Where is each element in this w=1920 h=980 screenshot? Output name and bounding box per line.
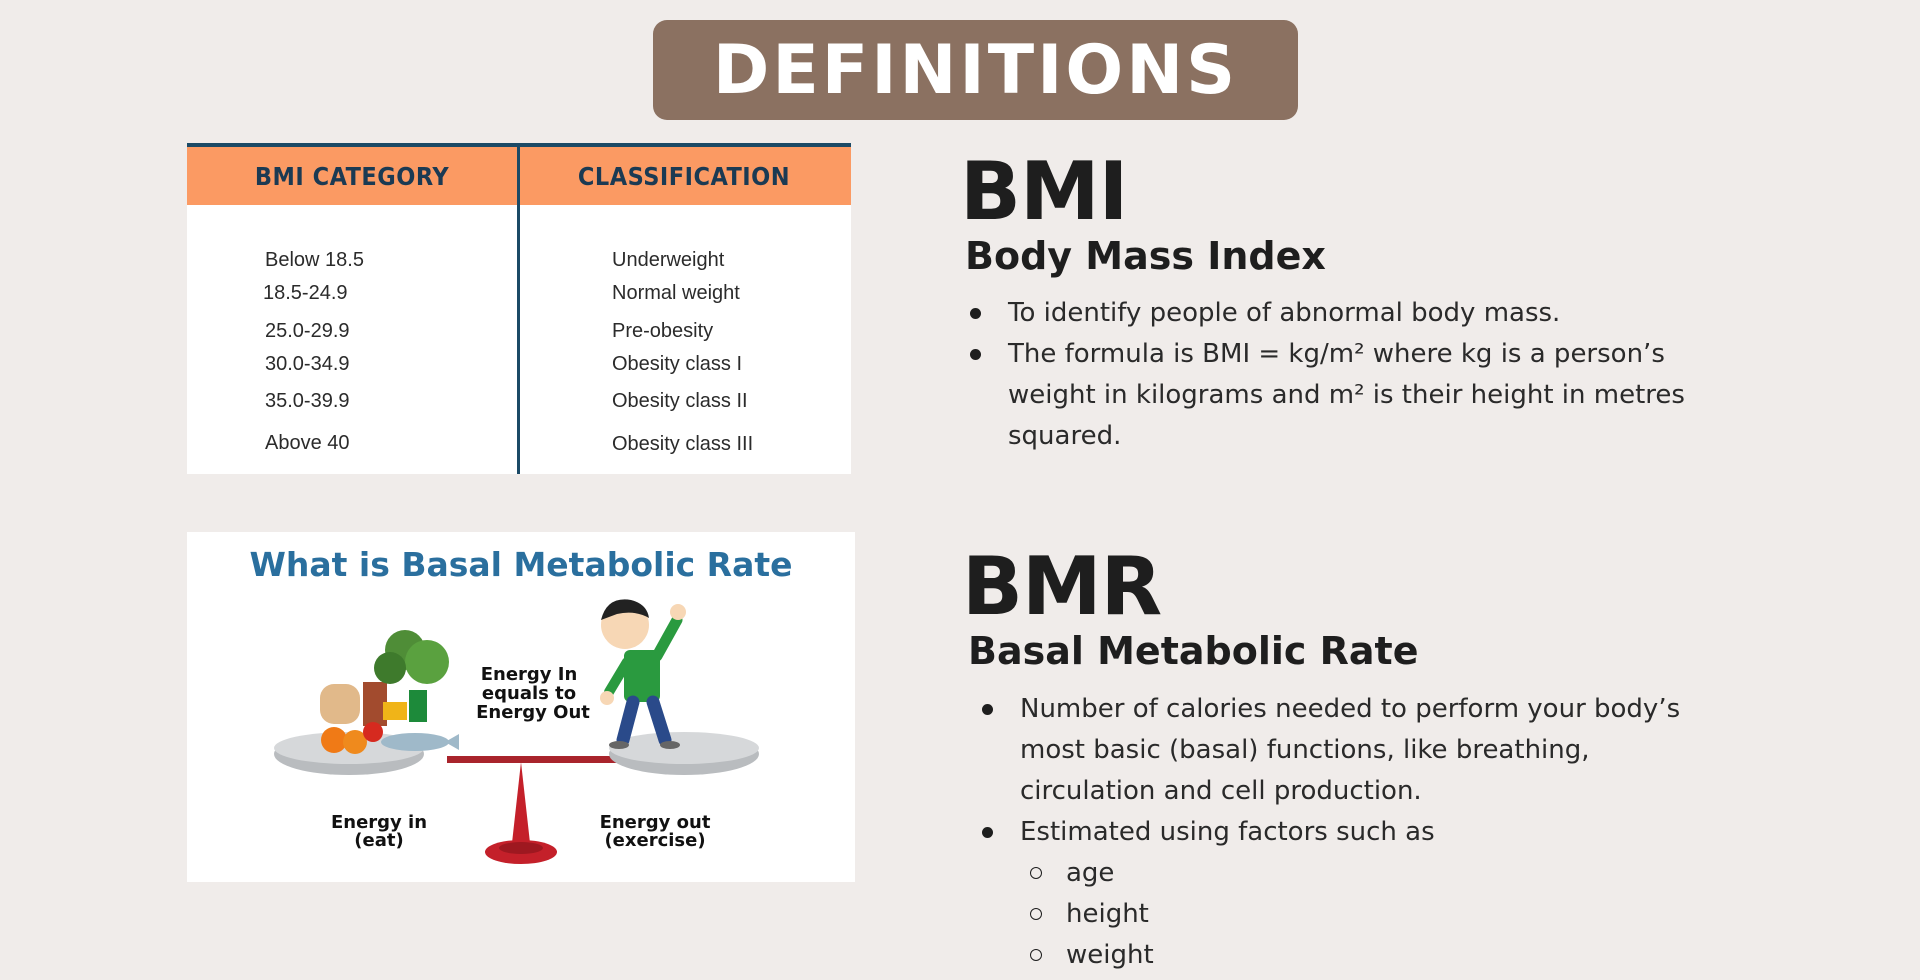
right-label-line1: Energy out — [600, 812, 711, 833]
exercising-person-icon — [600, 599, 686, 749]
table-cell-category: 30.0-34.9 — [265, 353, 350, 375]
table-cell-classification: Obesity class III — [612, 433, 754, 455]
table-cell-classification: Underweight — [612, 249, 725, 271]
right-label-line2: (exercise) — [604, 830, 705, 851]
title-banner: DEFINITIONS — [653, 20, 1298, 120]
bmr-heading: BMR — [962, 540, 1162, 633]
bmr-full-name: Basal Metabolic Rate — [968, 629, 1419, 673]
column-header-classification: CLASSIFICATION — [577, 161, 791, 191]
list-item: Number of calories needed to perform you… — [980, 689, 1740, 812]
list-item-line: weight in kilograms and m² is their heig… — [1008, 380, 1685, 410]
center-label-line1: Energy In — [481, 664, 578, 685]
table-cell-category: 25.0-29.9 — [265, 320, 350, 342]
left-label-line1: Energy in — [331, 812, 427, 833]
balance-scale — [274, 732, 759, 864]
table-cell-category: 35.0-39.9 — [265, 390, 350, 412]
bmr-image-title: What is Basal Metabolic Rate — [249, 545, 792, 584]
bmr-bullets: Number of calories needed to perform you… — [980, 689, 1740, 976]
list-item-line: circulation and cell production. — [1020, 776, 1422, 806]
table-cell-classification: Obesity class I — [612, 353, 743, 375]
list-item: Estimated using factors such as — [980, 812, 1740, 853]
sub-list-item-height: height — [980, 894, 1740, 935]
food-pile-icon — [320, 630, 459, 754]
list-item-line: Number of calories needed to perform you… — [1020, 694, 1681, 724]
table-cell-category: Below 18.5 — [265, 249, 364, 271]
list-item-line: The formula is BMI = kg/m² where kg is a… — [1008, 339, 1665, 369]
center-label-line3: Energy Out — [476, 702, 590, 723]
bmi-heading: BMI — [960, 145, 1128, 238]
column-header-bmi-category: BMI CATEGORY — [254, 161, 450, 191]
center-label-line2: equals to — [482, 683, 576, 704]
table-cell-classification: Pre-obesity — [612, 320, 714, 342]
table-cell-category: 18.5-24.9 — [263, 282, 348, 304]
table-cell-category: Above 40 — [265, 432, 350, 454]
sub-list-item-weight: weight — [980, 935, 1740, 976]
bmi-bullets: To identify people of abnormal body mass… — [968, 293, 1728, 457]
table-cell-classification: Normal weight — [612, 282, 740, 304]
bmr-illustration: What is Basal Metabolic Rate — [187, 532, 855, 882]
bmi-full-name: Body Mass Index — [965, 234, 1326, 278]
bmi-table: BMI CATEGORY CLASSIFICATION Below 18.5 U… — [187, 143, 851, 474]
column-divider — [517, 147, 520, 474]
list-item-line: most basic (basal) functions, like breat… — [1020, 735, 1590, 765]
sub-list-item-age: age — [980, 853, 1740, 894]
list-item-line: squared. — [1008, 421, 1122, 451]
list-item: The formula is BMI = kg/m² where kg is a… — [968, 334, 1728, 457]
bmr-illustration-graphic: What is Basal Metabolic Rate — [249, 545, 793, 864]
table-cell-classification: Obesity class II — [612, 390, 748, 412]
left-label-line2: (eat) — [354, 830, 403, 851]
page-title: DEFINITIONS — [712, 30, 1239, 110]
list-item: To identify people of abnormal body mass… — [968, 293, 1728, 334]
